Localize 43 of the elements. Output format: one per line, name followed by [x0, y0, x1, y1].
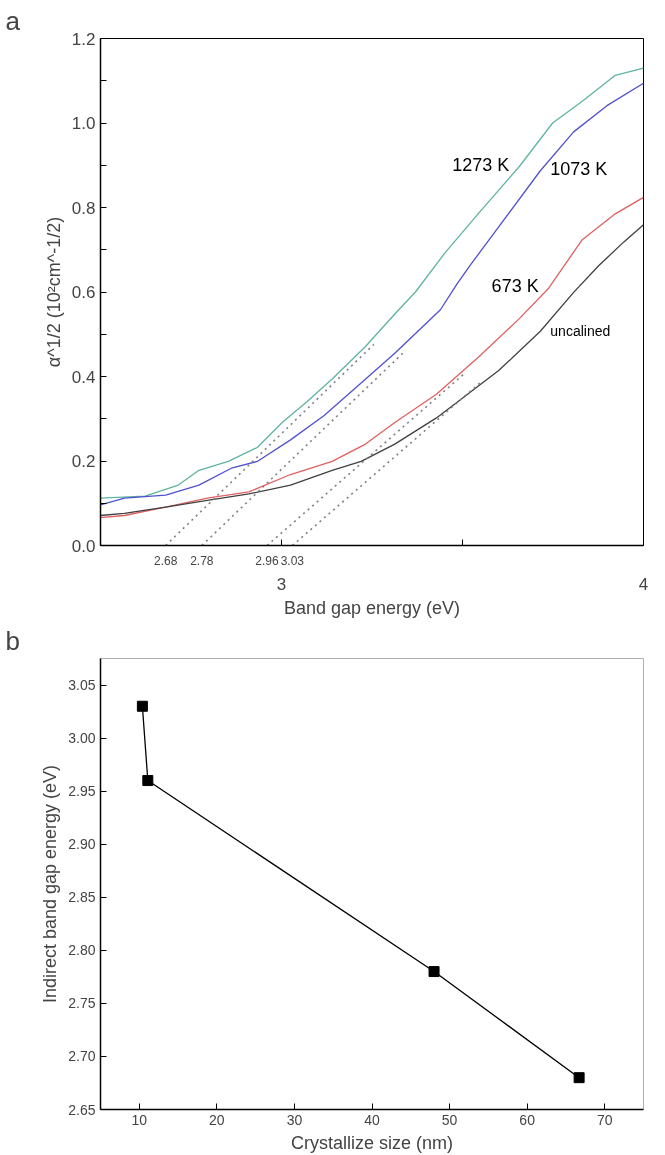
x-tick-label: 10	[131, 1111, 148, 1128]
x-tick-label: 4	[638, 574, 649, 594]
chart-title: a	[5, 5, 21, 36]
x-tick-label: 20	[209, 1111, 225, 1128]
x-tick-label: 70	[596, 1111, 613, 1128]
point	[142, 775, 154, 787]
y-tick-label: 2.85	[68, 889, 96, 906]
x-tick-label: 60	[519, 1111, 536, 1128]
chart-title: b	[5, 625, 20, 656]
x-tick-label: 40	[364, 1111, 380, 1128]
y-tick-label: 3.05	[68, 677, 96, 694]
y-tick-label: 2.95	[68, 783, 96, 800]
point	[428, 966, 440, 978]
series-label: 1273 K	[452, 154, 510, 175]
annotation: 2.96	[255, 553, 280, 568]
series-label: 673 K	[491, 276, 539, 297]
y-tick-label: 3.00	[68, 730, 96, 747]
y-tick-label: 1.2	[71, 29, 96, 49]
x-axis-title: Crystallize size (nm)	[290, 1132, 454, 1153]
y-axis-title: Indirect band gap energy (eV)	[40, 764, 61, 1004]
y-tick-label: 0.6	[71, 283, 96, 302]
x-axis-title: Band gap energy (eV)	[283, 597, 461, 618]
y-tick-label: 0.2	[71, 452, 96, 471]
x-tick-label: 50	[441, 1111, 458, 1128]
annotation: 2.78	[190, 553, 214, 568]
y-tick-label: 1.0	[71, 114, 96, 133]
x-tick-label: 3	[276, 574, 287, 594]
y-tick-label: 0.0	[71, 536, 96, 556]
annotation: 3.03	[280, 553, 305, 568]
annotation: 2.68	[153, 553, 178, 568]
y-tick-label: 2.80	[68, 942, 96, 959]
y-tick-label: 0.8	[71, 198, 96, 218]
y-tick-label: 2.75	[68, 995, 96, 1012]
y-tick-label: 0.4	[71, 367, 96, 387]
point	[136, 700, 148, 712]
series-label: uncalined	[550, 323, 611, 340]
y-tick-label: 2.90	[68, 836, 96, 853]
y-tick-label: 2.65	[68, 1101, 96, 1118]
y-axis-title: α^1/2 (10²cm^-1/2)	[43, 216, 64, 368]
series-label: 1073 K	[550, 158, 608, 179]
point	[573, 1072, 585, 1084]
y-tick-label: 2.70	[68, 1048, 96, 1065]
x-tick-label: 30	[286, 1111, 303, 1128]
